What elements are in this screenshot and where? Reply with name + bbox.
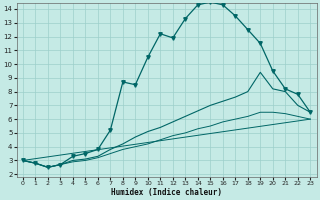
X-axis label: Humidex (Indice chaleur): Humidex (Indice chaleur) (111, 188, 222, 197)
